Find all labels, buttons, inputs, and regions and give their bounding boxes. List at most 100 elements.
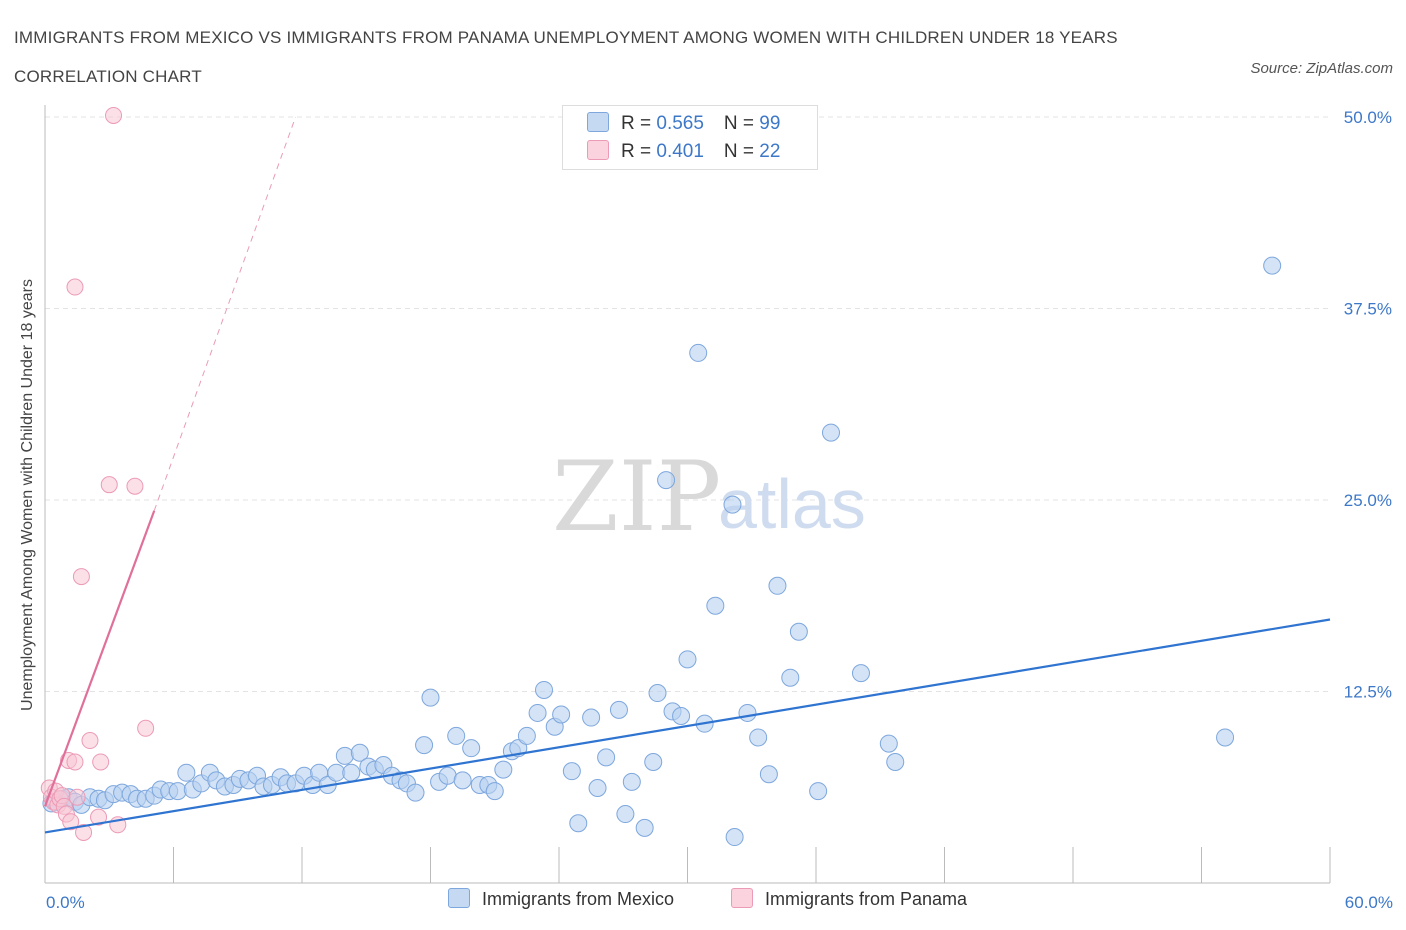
series-mexico-points: [42, 256, 1282, 847]
mexico-point: [768, 576, 787, 595]
panama-point: [68, 788, 86, 806]
tick-labels: 12.5% 25.0% 37.5% 50.0% 0.0% 60.0%: [46, 108, 1393, 912]
mexico-point: [569, 814, 588, 833]
mexico-point: [494, 760, 513, 779]
mexico-point: [886, 752, 905, 771]
mexico-swatch: [587, 112, 609, 132]
mexico-point: [582, 708, 601, 727]
mexico-point: [851, 664, 870, 683]
mexico-point: [406, 783, 425, 802]
mexico-point: [552, 705, 571, 724]
stats-legend-row-mexico: R = 0.565 N = 99: [587, 112, 780, 136]
mexico-point: [447, 726, 466, 745]
x-tick-label: 0.0%: [46, 893, 85, 912]
legend-label-panama: Immigrants from Panama: [765, 889, 968, 909]
mexico-point: [738, 703, 757, 722]
mexico-point: [528, 703, 547, 722]
y-tick-label: 50.0%: [1344, 108, 1392, 127]
mexico-point: [725, 828, 744, 847]
r-value: 0.401: [656, 141, 704, 162]
panama-point: [66, 753, 84, 771]
mexico-point: [485, 782, 504, 801]
panama-point: [100, 476, 118, 494]
panama-point: [66, 278, 84, 296]
r-label: R =: [621, 141, 657, 162]
mexico-legend-swatch: [448, 888, 470, 908]
panama-trend-line: [43, 510, 156, 807]
n-label: N =: [723, 113, 760, 134]
panama-point: [75, 823, 93, 841]
panama-point: [62, 813, 80, 831]
mexico-point: [168, 782, 187, 801]
mexico-point: [335, 746, 354, 765]
mexico-point: [706, 596, 725, 615]
mexico-point: [177, 763, 196, 782]
watermark-zip: ZIP: [552, 441, 721, 553]
panama-point: [92, 753, 110, 771]
mexico-point: [644, 752, 663, 771]
mexico-point: [327, 763, 346, 782]
mexico-point: [453, 771, 472, 790]
mexico-point: [350, 743, 369, 762]
mexico-point: [879, 734, 898, 753]
n-label: N =: [723, 141, 760, 162]
panama-trend-extension: [153, 116, 297, 511]
mexico-point: [616, 805, 635, 824]
mexico-point: [749, 728, 768, 747]
series-panama-points: [40, 106, 155, 841]
mexico-point: [635, 818, 654, 837]
mexico-point: [648, 684, 667, 703]
x-tick-label: 60.0%: [1345, 893, 1393, 912]
panama-point: [126, 477, 144, 495]
mexico-point: [759, 765, 778, 784]
y-tick-label: 25.0%: [1344, 491, 1392, 510]
mexico-point: [535, 680, 554, 699]
panama-point: [90, 808, 108, 826]
mexico-point: [609, 700, 628, 719]
n-value: 22: [759, 141, 781, 162]
mexico-point: [562, 762, 581, 781]
legend-item-mexico[interactable]: Immigrants from Mexico: [448, 888, 674, 910]
legend-label-mexico: Immigrants from Mexico: [482, 889, 675, 909]
mexico-point: [657, 471, 676, 490]
stats-legend: R = 0.565 N = 99 R = 0.401 N = 22: [562, 105, 818, 170]
axis-layer: [44, 105, 1331, 884]
y-tick-label: 37.5%: [1344, 300, 1392, 319]
n-value: 99: [759, 113, 781, 134]
mexico-point: [517, 726, 536, 745]
r-label: R =: [621, 113, 657, 134]
mexico-point: [723, 495, 742, 514]
stats-legend-row-panama: R = 0.401 N = 22: [587, 140, 780, 164]
watermark-atlas: atlas: [718, 465, 866, 543]
mexico-point: [672, 707, 691, 726]
trend-lines: [43, 116, 1331, 834]
mexico-trend-line: [44, 618, 1331, 834]
mexico-point: [1216, 728, 1235, 747]
mexico-point: [809, 782, 828, 801]
mexico-point: [438, 766, 457, 785]
chart-title: IMMIGRANTS FROM MEXICO VS IMMIGRANTS FRO…: [14, 28, 1118, 86]
panama-point: [137, 719, 155, 737]
mexico-point: [678, 650, 697, 669]
mexico-point: [1263, 256, 1282, 275]
mexico-point: [789, 622, 808, 641]
mexico-point: [588, 779, 607, 798]
mexico-point: [421, 688, 440, 707]
mexico-point: [597, 748, 616, 767]
mexico-point: [415, 736, 434, 755]
y-tick-label: 12.5%: [1344, 683, 1392, 702]
mexico-point: [462, 739, 481, 758]
mexico-point: [622, 772, 641, 791]
legend-item-panama[interactable]: Immigrants from Panama: [731, 888, 967, 910]
mexico-point: [342, 763, 361, 782]
mexico-point: [689, 343, 708, 362]
mexico-point: [821, 423, 840, 442]
source-label: Source: ZipAtlas.com: [1250, 60, 1393, 77]
watermark: ZIP atlas: [552, 441, 866, 553]
r-value: 0.565: [656, 113, 704, 134]
series-legend: Immigrants from Mexico Immigrants from P…: [0, 888, 1406, 918]
panama-point: [81, 732, 99, 750]
mexico-point: [781, 668, 800, 687]
panama-legend-swatch: [731, 888, 753, 908]
